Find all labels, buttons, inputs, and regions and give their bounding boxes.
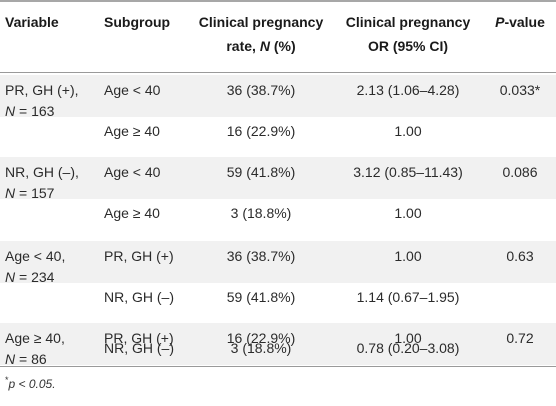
cell-rate: 59 (41.8%) [226,164,296,180]
header-rate-line1: Clinical pregnancy [198,14,324,30]
cell-or: 3.12 (0.85–11.43) [353,164,463,180]
cell-variable-n-value: = 157 [15,185,55,201]
cell-rate: 36 (38.7%) [226,248,296,264]
cell-variable: Age < 40, [5,248,66,264]
cell-subgroup: NR, GH (–) [104,340,174,356]
cell-variable-n-value: = 86 [15,351,47,367]
cell-rate: 16 (22.9%) [226,330,296,346]
header-pvalue: P-value [495,14,545,30]
cell-subgroup: PR, GH (+) [104,330,174,346]
cell-variable-n: N = 86 [5,351,47,367]
cell-or: 1.00 [394,248,422,264]
cell-pvalue: 0.033* [499,82,541,98]
header-rule [0,72,556,73]
cell-rate: 36 (38.7%) [226,82,296,98]
table-top-rule [0,0,556,2]
header-rate-line2: rate, N (%) [226,38,296,54]
cell-rate: 59 (41.8%) [226,289,296,305]
cell-pvalue: 0.086 [502,164,538,180]
cell-subgroup: PR, GH (+) [104,248,174,264]
footnote-mark: * [5,375,9,385]
cell-rate: 3 (18.8%) [230,340,292,356]
cell-variable-n: N = 234 [5,269,55,285]
cell-pvalue: 0.63 [506,248,534,264]
cell-or: 1.00 [394,205,422,221]
footnote-text: p < 0.05. [8,377,56,391]
cell-rate: 16 (22.9%) [226,123,296,139]
cell-variable-n: N = 157 [5,185,55,201]
header-subgroup: Subgroup [104,14,171,30]
cell-or: 1.14 (0.67–1.95) [356,289,460,305]
cell-subgroup: Age ≥ 40 [104,123,160,139]
cell-subgroup: Age < 40 [104,164,161,180]
row-band [0,157,556,199]
cell-or: 0.78 (0.20–3.08) [356,340,460,356]
table-bottom-rule [0,366,556,367]
cell-or: 1.00 [394,330,422,346]
cell-subgroup: Age < 40 [104,82,161,98]
header-or-line2: OR (95% CI) [367,38,449,54]
row-band [0,75,556,117]
cell-variable-n-value: = 234 [15,269,55,285]
row-band [0,323,556,365]
row-band [0,241,556,283]
cell-variable: PR, GH (+), [5,82,79,98]
cell-variable-n: N = 163 [5,103,55,119]
header-or-line1: Clinical pregnancy [345,14,471,30]
cell-or: 2.13 (1.06–4.28) [356,82,460,98]
cell-variable: NR, GH (–), [5,164,79,180]
footnote: *p < 0.05. [5,375,56,391]
cell-subgroup: Age ≥ 40 [104,205,160,221]
cell-pvalue: 0.72 [506,330,534,346]
cell-or: 1.00 [394,123,422,139]
cell-subgroup: NR, GH (–) [104,289,174,305]
cell-variable-n-value: = 163 [15,103,55,119]
cell-variable: Age ≥ 40, [5,330,65,346]
cell-rate: 3 (18.8%) [230,205,292,221]
header-variable: Variable [5,14,59,30]
